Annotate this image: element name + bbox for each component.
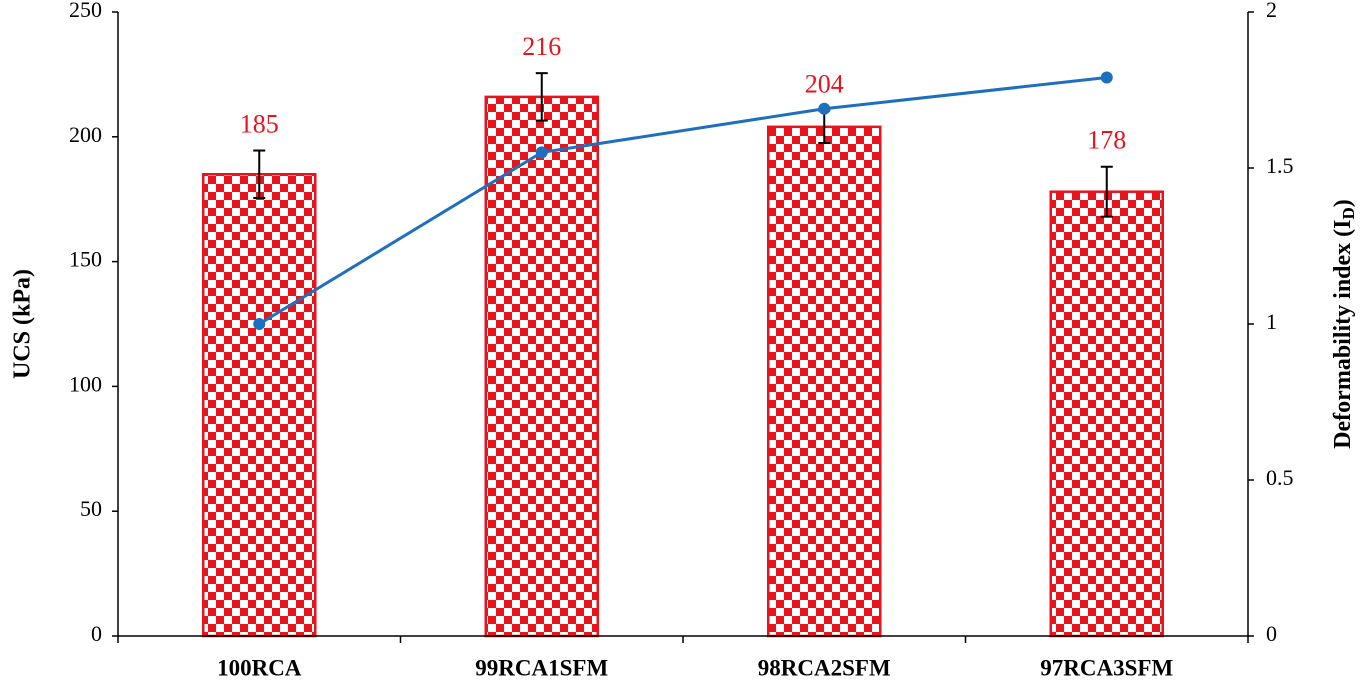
line-marker xyxy=(535,146,548,159)
y-tick-label: 50 xyxy=(80,496,102,521)
y-tick-label: 0 xyxy=(91,621,102,646)
x-tick-label: 99RCA1SFM xyxy=(475,655,608,680)
y-tick-label: 200 xyxy=(69,122,102,147)
line-marker xyxy=(253,318,266,330)
error-bar xyxy=(535,72,548,122)
value-label: 216 xyxy=(522,32,561,61)
y2-axis-label-suffix: ) xyxy=(1330,199,1356,207)
line xyxy=(258,76,1107,326)
y2-tick-label: 0 xyxy=(1266,621,1277,646)
x-tick-label: 98RCA2SFM xyxy=(758,655,891,680)
y2-tick-label: 1.5 xyxy=(1266,153,1294,178)
y-tick-label: 100 xyxy=(69,371,102,396)
x-tick-label: 100RCA xyxy=(217,655,302,680)
y-tick-label: 150 xyxy=(69,247,102,272)
y-axis-label: UCS (kPa) xyxy=(10,269,36,379)
y2-axis-label-subscript: D xyxy=(1339,207,1358,219)
bar xyxy=(1049,190,1164,638)
value-label: 185 xyxy=(240,109,279,138)
y2-tick-label: 1 xyxy=(1266,309,1277,334)
value-label: 204 xyxy=(805,70,844,99)
y2-tick-label: 2 xyxy=(1266,0,1277,22)
y2-axis-label-text: Deformability index (I xyxy=(1330,219,1356,448)
y2-tick-label: 0.5 xyxy=(1266,465,1294,490)
bar xyxy=(767,125,882,638)
line-marker xyxy=(818,102,831,115)
y2-axis-label: Deformability index (ID) xyxy=(1330,199,1358,449)
error-bar xyxy=(1100,165,1113,218)
line-marker xyxy=(1100,71,1113,84)
x-tick-label: 97RCA3SFM xyxy=(1040,655,1173,680)
value-label: 178 xyxy=(1087,126,1126,155)
y-tick-label: 250 xyxy=(69,0,102,22)
bar xyxy=(202,172,317,638)
error-bar xyxy=(253,149,266,199)
